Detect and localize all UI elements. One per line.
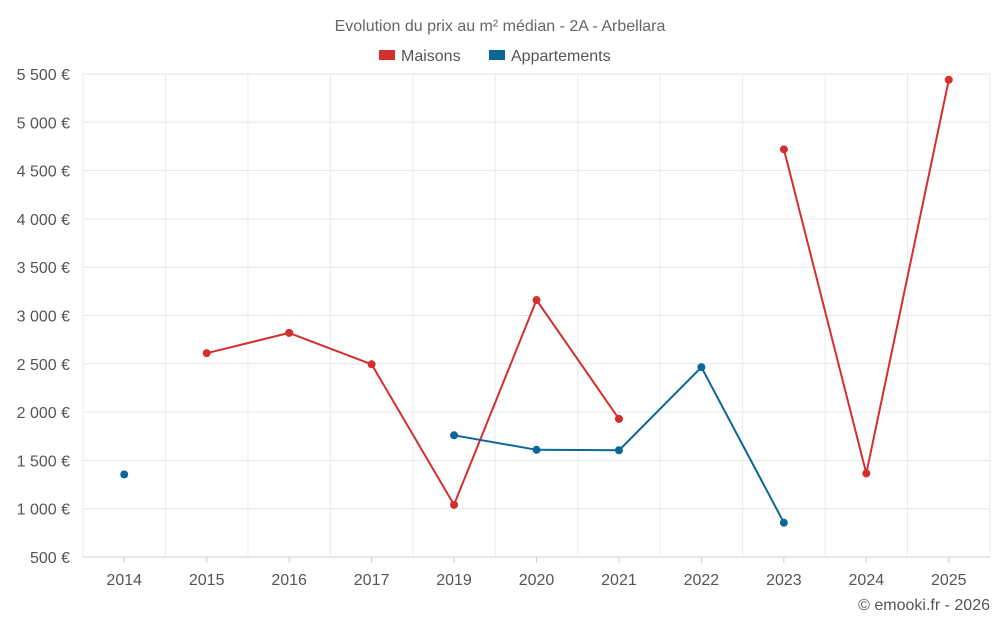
x-tick-label: 2016 (271, 572, 307, 589)
series-line (206, 299, 620, 506)
legend-label: Maisons (401, 48, 461, 65)
data-point[interactable] (532, 445, 541, 454)
legend-swatch (489, 50, 505, 60)
x-tick-label: 2021 (601, 572, 637, 589)
data-point[interactable] (202, 349, 211, 358)
x-tick-label: 2020 (519, 572, 555, 589)
x-tick-label: 2017 (354, 572, 390, 589)
series-maisons (202, 75, 953, 509)
data-point[interactable] (367, 360, 376, 369)
data-point[interactable] (614, 446, 623, 455)
data-point[interactable] (614, 414, 623, 423)
y-tick-label: 500 € (30, 550, 70, 567)
axis-layer: 500 € 1 000 € 1 500 € 2 000 € 2 500 € 3 000 €… (17, 67, 990, 589)
y-tick-label: 3 000 € (17, 309, 70, 326)
chart-title: Evolution du prix au m² médian - 2A - Ar… (335, 18, 666, 35)
y-tick-label: 4 000 € (17, 212, 70, 229)
y-tick-label: 2 500 € (17, 357, 70, 374)
data-point[interactable] (450, 431, 459, 440)
series-appartements (120, 363, 788, 527)
data-point[interactable] (779, 518, 788, 527)
y-tick-label: 2 000 € (17, 405, 70, 422)
y-tick-label: 1 500 € (17, 453, 70, 470)
data-point[interactable] (285, 328, 294, 337)
x-tick-label: 2015 (189, 572, 225, 589)
series-line (453, 366, 785, 524)
x-tick-label: 2024 (849, 572, 885, 589)
series-layer (120, 75, 953, 527)
y-tick-label: 5 500 € (17, 67, 70, 84)
y-tick-label: 3 500 € (17, 260, 70, 277)
y-tick-label: 5 000 € (17, 115, 70, 132)
x-tick-label: 2023 (766, 572, 802, 589)
data-point[interactable] (944, 75, 953, 84)
legend: Maisons Appartements (379, 48, 611, 65)
series-line (782, 79, 950, 475)
legend-label: Appartements (511, 48, 611, 65)
data-point[interactable] (450, 500, 459, 509)
grid-layer (82, 73, 991, 558)
x-tick-label: 2014 (106, 572, 142, 589)
x-tick-label: 2019 (436, 572, 472, 589)
data-point[interactable] (697, 363, 706, 372)
data-point[interactable] (120, 470, 129, 479)
x-tick-label: 2022 (684, 572, 720, 589)
y-tick-label: 1 000 € (17, 502, 70, 519)
data-point[interactable] (862, 469, 871, 478)
x-tick-label: 2025 (931, 572, 967, 589)
legend-swatch (379, 50, 395, 60)
credit-text: © emooki.fr - 2026 (858, 597, 990, 614)
y-tick-label: 4 500 € (17, 164, 70, 181)
data-point[interactable] (532, 296, 541, 305)
data-point[interactable] (779, 145, 788, 154)
legend-item-appartements[interactable]: Appartements (489, 48, 611, 65)
legend-item-maisons[interactable]: Maisons (379, 48, 461, 65)
